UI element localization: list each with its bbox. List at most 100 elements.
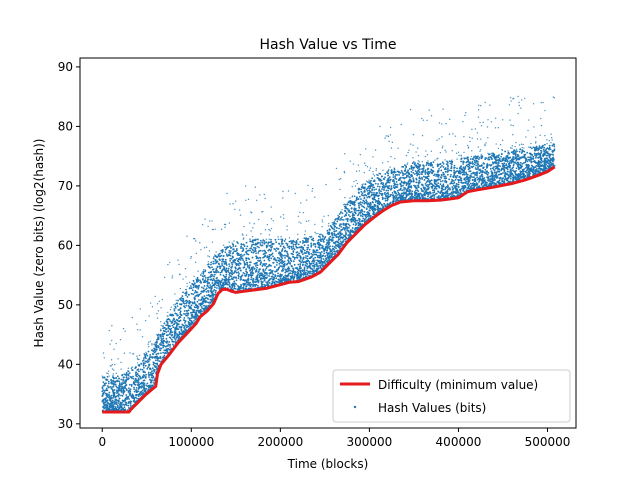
hash-point <box>478 156 481 159</box>
hash-point <box>270 246 273 249</box>
hash-point <box>503 178 506 181</box>
hash-point <box>325 243 328 246</box>
hash-point <box>320 260 323 263</box>
hash-point <box>407 193 410 195</box>
hash-point <box>539 169 542 172</box>
hash-point <box>187 312 190 315</box>
hash-point <box>256 245 259 248</box>
hash-point <box>418 176 421 179</box>
hash-point <box>259 239 262 242</box>
hash-point <box>415 177 418 180</box>
hash-point <box>333 222 336 225</box>
hash-point <box>275 264 278 266</box>
hash-point <box>154 362 157 365</box>
hash-point <box>463 171 466 174</box>
hash-point <box>257 281 260 284</box>
hash-point <box>437 195 440 197</box>
hash-point <box>317 251 319 254</box>
hash-point <box>339 219 341 221</box>
hash-point <box>241 255 244 257</box>
hash-point <box>185 294 187 297</box>
hash-point <box>107 386 110 389</box>
hash-point <box>110 394 113 397</box>
hash-point <box>504 160 507 163</box>
hash-point <box>521 163 524 165</box>
hash-point <box>166 344 169 347</box>
hash-point <box>279 252 282 254</box>
hash-point <box>139 376 142 379</box>
hash-point <box>162 342 165 344</box>
hash-point <box>305 265 308 267</box>
hash-point <box>432 166 434 169</box>
hash-point <box>468 164 471 167</box>
hash-point <box>309 263 312 265</box>
hash-point <box>293 258 296 260</box>
hash-point <box>295 246 298 249</box>
hash-point <box>271 243 274 246</box>
hash-point <box>396 183 399 186</box>
hash-point <box>371 177 374 180</box>
hash-point <box>461 187 464 190</box>
hash-point <box>366 215 369 218</box>
hash-point <box>271 282 274 285</box>
hash-point <box>354 212 357 215</box>
hash-point <box>442 171 445 174</box>
hash-point <box>228 284 230 286</box>
hash-point <box>403 191 405 194</box>
hash-point <box>425 191 428 193</box>
hash-point <box>290 245 293 248</box>
hash-point <box>492 166 495 169</box>
hash-point <box>363 197 366 199</box>
hash-point <box>500 153 503 156</box>
hash-point <box>167 324 170 327</box>
hash-point <box>244 279 246 282</box>
hash-point <box>226 245 229 248</box>
hash-point <box>225 283 228 286</box>
hash-point <box>206 301 208 304</box>
hash-point <box>347 209 350 212</box>
hash-point <box>444 192 447 195</box>
hash-point <box>365 199 368 202</box>
hash-point <box>397 191 400 194</box>
hash-point <box>187 309 190 312</box>
hash-point <box>459 172 462 175</box>
hash-point <box>333 221 336 223</box>
hash-point <box>253 262 256 265</box>
hash-point <box>129 390 132 393</box>
hash-point <box>215 289 217 292</box>
hash-point <box>274 280 277 283</box>
hash-point <box>321 246 324 249</box>
hash-point <box>367 193 369 196</box>
hash-point <box>148 376 150 378</box>
hash-point <box>172 343 174 346</box>
hash-point <box>253 250 256 253</box>
hash-point <box>249 261 252 264</box>
hash-point <box>384 199 387 202</box>
hash-point <box>427 178 430 180</box>
hash-point <box>159 329 162 332</box>
hash-point <box>121 394 124 397</box>
hash-point <box>270 257 273 260</box>
hash-point <box>306 240 309 243</box>
hash-point <box>351 212 354 215</box>
hash-point <box>412 180 415 183</box>
hash-point <box>264 264 266 267</box>
hash-point <box>313 265 316 268</box>
hash-point <box>396 189 399 192</box>
hash-point <box>445 181 448 184</box>
hash-point <box>437 191 440 193</box>
hash-point <box>378 189 380 192</box>
hash-point <box>183 312 185 315</box>
hash-point <box>424 182 427 185</box>
hash-point <box>526 174 529 176</box>
hash-point <box>154 359 157 362</box>
hash-point <box>233 285 236 288</box>
hash-point <box>131 394 134 396</box>
hash-point <box>127 374 130 377</box>
hash-point <box>384 197 386 200</box>
hash-point <box>233 287 236 290</box>
hash-point <box>319 233 321 236</box>
hash-point <box>331 249 333 252</box>
hash-point <box>503 175 506 178</box>
hash-point <box>509 177 512 180</box>
